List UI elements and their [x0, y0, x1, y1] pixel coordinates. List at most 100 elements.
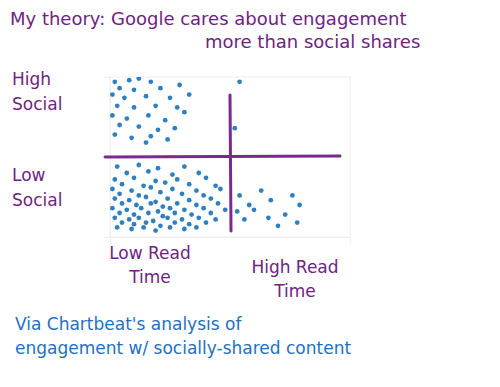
point — [158, 86, 163, 91]
caption: Via Chartbeat's analysis of engagement w/… — [15, 314, 351, 358]
point — [110, 206, 115, 211]
point — [112, 177, 117, 182]
point — [136, 163, 141, 168]
point — [112, 79, 117, 84]
point — [201, 193, 206, 198]
point — [208, 196, 213, 201]
point — [247, 203, 252, 208]
point — [182, 164, 187, 169]
point — [252, 207, 257, 212]
title-line: more than social shares — [205, 31, 420, 52]
point — [117, 123, 122, 128]
point — [232, 126, 237, 131]
point — [115, 103, 120, 108]
title: My theory: Google cares about engagement… — [10, 8, 420, 52]
point — [122, 95, 127, 100]
point — [134, 203, 139, 208]
point — [115, 225, 120, 230]
point — [110, 113, 115, 118]
point — [144, 220, 149, 225]
point — [127, 78, 132, 83]
point — [120, 182, 125, 187]
point — [120, 220, 125, 225]
point — [213, 183, 218, 188]
point — [132, 87, 137, 92]
point — [204, 175, 209, 180]
point — [283, 212, 288, 217]
point — [268, 198, 273, 203]
caption-line: Via Chartbeat's analysis of — [15, 314, 242, 334]
point — [117, 211, 122, 216]
point — [163, 180, 168, 185]
point — [148, 201, 153, 206]
x-label: Low ReadTime — [109, 243, 191, 287]
point — [112, 215, 117, 220]
point — [136, 215, 141, 220]
point — [132, 105, 137, 110]
point — [218, 187, 223, 192]
point — [160, 214, 165, 219]
point — [196, 215, 201, 220]
point — [235, 209, 240, 214]
point — [144, 140, 149, 145]
point — [216, 201, 221, 206]
point — [115, 164, 120, 169]
point — [139, 206, 144, 211]
x-label-line: Time — [128, 267, 171, 287]
point — [194, 203, 199, 208]
point — [165, 215, 170, 220]
point — [204, 220, 209, 225]
point — [182, 227, 187, 232]
point — [136, 77, 141, 81]
point — [110, 92, 115, 97]
texts: My theory: Google cares about engagement… — [10, 8, 420, 358]
point — [295, 220, 300, 225]
point — [144, 94, 149, 99]
point — [187, 92, 192, 97]
chart-svg: My theory: Google cares about engagement… — [0, 0, 500, 387]
point — [136, 124, 141, 129]
point — [242, 217, 247, 222]
point — [168, 225, 173, 230]
point — [124, 207, 129, 212]
x-label: High ReadTime — [251, 257, 338, 301]
point — [201, 206, 206, 211]
point — [127, 198, 132, 203]
point — [144, 195, 149, 200]
point — [172, 211, 177, 216]
point — [132, 175, 137, 180]
point — [290, 193, 295, 198]
title-line: My theory: Google cares about engagement — [10, 8, 406, 29]
point — [136, 193, 141, 198]
point — [141, 183, 146, 188]
point — [110, 187, 115, 192]
point — [175, 201, 180, 206]
y-label-line: Social — [12, 94, 62, 114]
point — [117, 191, 122, 196]
point — [156, 209, 161, 214]
point — [182, 110, 187, 115]
point — [148, 185, 153, 190]
point — [160, 204, 165, 209]
point — [146, 169, 151, 174]
point — [180, 217, 185, 222]
point — [153, 103, 158, 108]
point — [297, 203, 302, 208]
point — [194, 225, 199, 230]
caption-line: engagement w/ socially-shared content — [15, 338, 351, 358]
point — [117, 86, 122, 91]
point — [194, 188, 199, 193]
quadrant-divider — [230, 95, 231, 231]
point — [168, 95, 173, 100]
point — [129, 135, 134, 140]
x-label-line: Time — [273, 281, 316, 301]
point — [120, 201, 125, 206]
point — [156, 166, 161, 171]
point — [153, 199, 158, 204]
point — [112, 196, 117, 201]
point — [182, 207, 187, 212]
point — [163, 118, 168, 123]
quadrant-divider — [105, 156, 340, 157]
background — [0, 0, 500, 387]
point — [158, 223, 163, 228]
